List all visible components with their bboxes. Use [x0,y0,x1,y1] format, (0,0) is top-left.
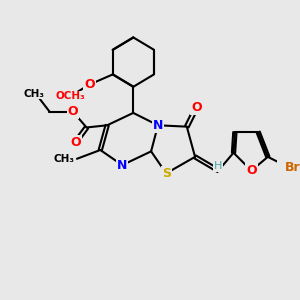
Text: O: O [68,105,78,118]
Text: N: N [117,159,128,172]
Text: N: N [153,119,163,132]
Text: O: O [191,101,202,114]
Text: CH₃: CH₃ [53,154,74,164]
Text: O: O [246,164,257,177]
Text: O: O [84,78,94,91]
Text: CH₃: CH₃ [24,89,45,99]
Text: OCH₃: OCH₃ [55,92,85,101]
Text: H: H [214,161,223,171]
Text: S: S [162,167,171,180]
Text: Br: Br [285,161,300,174]
Text: O: O [70,136,81,149]
